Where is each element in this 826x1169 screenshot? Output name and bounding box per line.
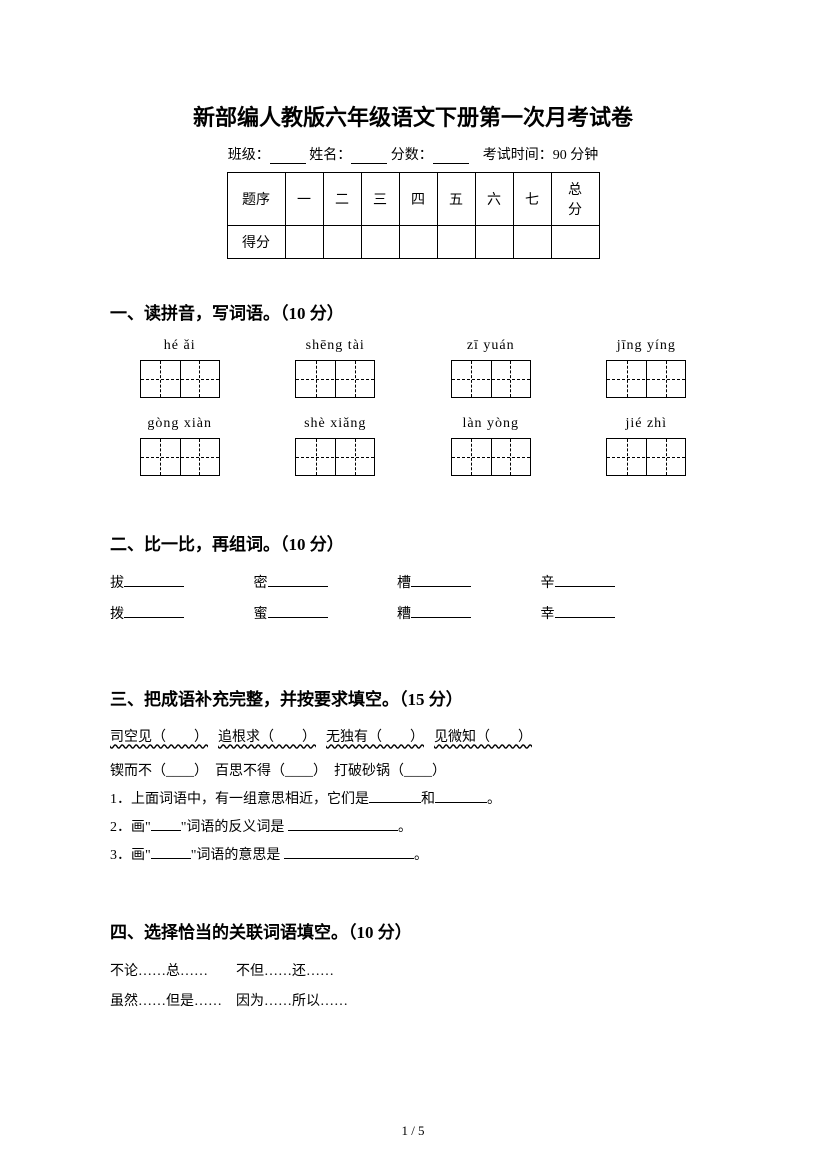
fill-blank[interactable] <box>288 819 398 831</box>
q2-char: 密 <box>254 576 268 591</box>
pinyin-5: gòng xiàn <box>110 416 249 432</box>
col-2: 二 <box>323 173 361 226</box>
col-6: 六 <box>475 173 513 226</box>
fill-blank[interactable] <box>124 606 184 618</box>
row-label-1: 题序 <box>227 173 285 226</box>
pinyin-8: jié zhì <box>577 416 716 432</box>
page-number: 1 / 5 <box>0 1123 826 1139</box>
pinyin-1: hé ǎi <box>110 338 249 354</box>
fill-blank[interactable] <box>411 575 471 587</box>
fill-blank[interactable] <box>151 847 191 859</box>
name-blank[interactable] <box>351 150 387 164</box>
time-label: 考试时间：90 分钟 <box>483 148 599 163</box>
col-5: 五 <box>437 173 475 226</box>
score-table: 题序 一 二 三 四 五 六 七 总分 得分 <box>227 172 600 259</box>
q3-plain-line: 锲而不（____） 百思不得（____） 打破砂锅（____） <box>110 758 716 786</box>
pinyin-2: shēng tài <box>266 338 405 354</box>
pinyin-4: jīng yíng <box>577 338 716 354</box>
write-box[interactable] <box>295 360 375 398</box>
score-cell[interactable] <box>285 226 323 259</box>
q3-heading: 三、把成语补充完整，并按要求填空。（15 分） <box>110 685 716 710</box>
score-cell[interactable] <box>513 226 551 259</box>
row-label-2: 得分 <box>227 226 285 259</box>
score-cell[interactable] <box>323 226 361 259</box>
fill-blank[interactable] <box>124 575 184 587</box>
write-box[interactable] <box>140 360 220 398</box>
fill-blank[interactable] <box>268 575 328 587</box>
q3-line3-a: 3．画" <box>110 848 151 863</box>
pinyin-3: zī yuán <box>421 338 560 354</box>
class-blank[interactable] <box>270 150 306 164</box>
fill-blank[interactable] <box>411 606 471 618</box>
col-total: 总分 <box>551 173 599 226</box>
score-blank[interactable] <box>433 150 469 164</box>
name-label: 姓名： <box>309 148 351 163</box>
q3-line1-c: 。 <box>487 792 501 807</box>
score-cell[interactable] <box>361 226 399 259</box>
col-4: 四 <box>399 173 437 226</box>
q2-char: 拨 <box>110 607 124 622</box>
pinyin-6: shè xiǎng <box>266 416 405 432</box>
q2-char: 拔 <box>110 576 124 591</box>
score-cell[interactable] <box>399 226 437 259</box>
q2-heading: 二、比一比，再组词。（10 分） <box>110 530 716 555</box>
fill-blank[interactable] <box>369 791 421 803</box>
q3-line1-a: 1．上面词语中，有一组意思相近，它们是 <box>110 792 369 807</box>
fill-blank[interactable] <box>555 575 615 587</box>
score-cell[interactable] <box>475 226 513 259</box>
fill-blank[interactable] <box>268 606 328 618</box>
write-box[interactable] <box>451 360 531 398</box>
exam-title: 新部编人教版六年级语文下册第一次月考试卷 <box>110 100 716 132</box>
q3-line3-b: "词语的意思是 <box>191 848 284 863</box>
q4-body: 不论……总…… 不但……还…… 虽然……但是…… 因为……所以…… <box>110 957 716 1019</box>
q2-char: 槽 <box>397 576 411 591</box>
q3-line3-c: 。 <box>414 848 428 863</box>
q3-body: 司空见（ ） 追根求（ ） 无独有（ ） 见微知（ ） 锲而不（____） 百思… <box>110 724 716 870</box>
write-box[interactable] <box>295 438 375 476</box>
fill-blank[interactable] <box>435 791 487 803</box>
pinyin-7: làn yòng <box>421 416 560 432</box>
q2-char: 辛 <box>541 576 555 591</box>
q2-char: 蜜 <box>254 607 268 622</box>
col-1: 一 <box>285 173 323 226</box>
q3-line2-b: "词语的反义词是 <box>181 820 288 835</box>
q3-line2-c: 。 <box>398 820 412 835</box>
q2-char: 糟 <box>397 607 411 622</box>
fill-blank[interactable] <box>151 819 181 831</box>
q3-wavy-2: 追根求（ ） <box>218 724 326 752</box>
q2-char: 幸 <box>541 607 555 622</box>
student-info-row: 班级： 姓名： 分数： 考试时间：90 分钟 <box>110 144 716 164</box>
col-3: 三 <box>361 173 399 226</box>
q2-body: 拔 密 槽 辛 拨 蜜 糟 幸 <box>110 569 716 631</box>
write-box[interactable] <box>606 438 686 476</box>
q3-wavy-1: 司空见（ ） <box>110 724 218 752</box>
q3-wavy-4: 见微知（ ） <box>434 724 542 752</box>
q4-heading: 四、选择恰当的关联词语填空。（10 分） <box>110 918 716 943</box>
q3-line2-a: 2．画" <box>110 820 151 835</box>
col-7: 七 <box>513 173 551 226</box>
q4-line2: 虽然……但是…… 因为……所以…… <box>110 987 716 1018</box>
q3-line1-b: 和 <box>421 792 435 807</box>
write-box[interactable] <box>451 438 531 476</box>
score-label: 分数： <box>391 148 433 163</box>
score-cell[interactable] <box>437 226 475 259</box>
pinyin-grid: hé ǎi shēng tài zī yuán jīng yíng gòng x… <box>110 338 716 476</box>
q1-heading: 一、读拼音，写词语。（10 分） <box>110 299 716 324</box>
score-total-cell[interactable] <box>551 226 599 259</box>
write-box[interactable] <box>140 438 220 476</box>
fill-blank[interactable] <box>555 606 615 618</box>
q4-line1: 不论……总…… 不但……还…… <box>110 957 716 988</box>
q3-wavy-3: 无独有（ ） <box>326 724 434 752</box>
write-box[interactable] <box>606 360 686 398</box>
class-label: 班级： <box>228 148 270 163</box>
fill-blank[interactable] <box>284 847 414 859</box>
